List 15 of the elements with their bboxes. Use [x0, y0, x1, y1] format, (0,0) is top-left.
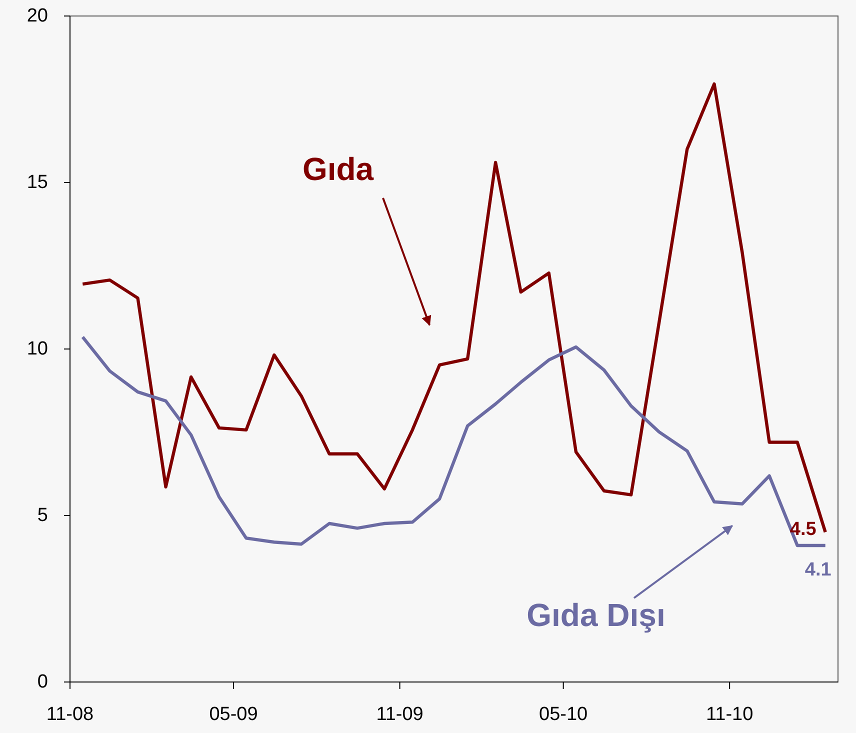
x-tick-label: 11-09	[376, 704, 424, 725]
y-tick-label: 15	[26, 172, 48, 193]
line-series	[81, 335, 827, 548]
y-tick-label: 0	[37, 672, 48, 692]
text: Gıda	[302, 151, 374, 187]
y-tick-label: 10	[26, 338, 48, 360]
y-tick-label: 20	[26, 6, 48, 26]
x-tick-label: 11-08	[46, 704, 94, 725]
legend-label: Gıda Dışı	[526, 597, 666, 633]
line-series	[81, 82, 827, 534]
x-tick-label: 05-10	[539, 704, 588, 725]
x-tick-label: 05-09	[209, 704, 258, 725]
data-label: 4.1	[804, 559, 832, 580]
x-tick-label: 11-10	[706, 704, 754, 725]
y-tick-label: 5	[37, 505, 48, 526]
